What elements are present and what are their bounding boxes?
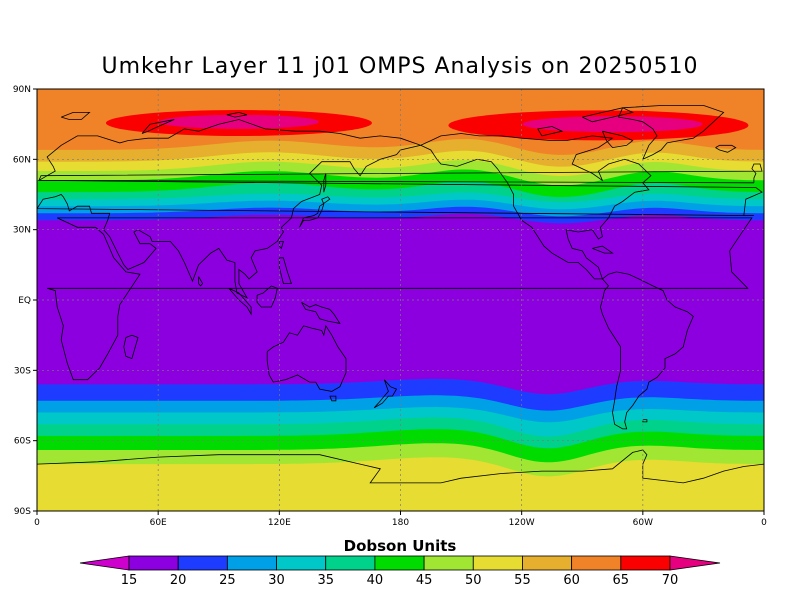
colorbar-label: 35 <box>317 573 334 588</box>
colorbar-label: 20 <box>170 573 187 588</box>
coast-sri-lanka <box>198 276 204 287</box>
coast-new-guinea <box>301 301 341 324</box>
lat-label: 90S <box>14 507 31 517</box>
coast-indonesia <box>228 287 252 316</box>
colorbar: 15 20 25 30 35 40 45 50 55 60 65 70 <box>79 555 721 588</box>
coast-borneo <box>256 285 278 308</box>
lat-label: 90N <box>13 85 31 95</box>
coast-baffin <box>602 130 634 149</box>
coast-south-america <box>599 271 694 430</box>
coastlines <box>37 105 764 484</box>
coast-uk <box>38 163 763 184</box>
lon-label: 0 <box>34 518 40 528</box>
coast-severnaya <box>226 111 248 118</box>
colorbar-label: 15 <box>121 573 138 588</box>
colorbar-label: 45 <box>416 573 433 588</box>
map-title: Umkehr Layer 11 j01 OMPS Analysis on 202… <box>101 54 699 79</box>
coast-philippines <box>278 257 292 284</box>
colorbar-segment <box>226 555 277 571</box>
coast-sakhalin <box>323 173 327 193</box>
coast-madagascar <box>123 334 139 360</box>
coast-new-zealand <box>373 379 398 409</box>
coast-iceland <box>715 144 737 153</box>
colorbar-label: 55 <box>514 573 531 588</box>
lon-label: 60E <box>150 518 167 528</box>
colorbar-segment <box>571 555 622 571</box>
lat-label: 30N <box>13 226 31 236</box>
field-core-east <box>158 114 319 129</box>
coast-eurasia <box>37 119 763 299</box>
coast-ellesmere <box>582 107 634 123</box>
gridlines <box>37 89 764 511</box>
colorbar-segment <box>276 555 327 571</box>
colorbar-segment <box>472 555 523 571</box>
colorbar-segment <box>374 555 425 571</box>
colorbar-segment <box>423 555 474 571</box>
coast-svalbard <box>61 112 91 120</box>
colorbar-label: 40 <box>367 573 384 588</box>
colorbar-segment <box>177 555 228 571</box>
colorbar-label: 60 <box>563 573 580 588</box>
coast-africa <box>46 217 753 381</box>
coast-japan <box>299 196 331 228</box>
colorbar-arrow-low <box>79 555 130 571</box>
coast-cuba <box>592 245 614 254</box>
colorbar-label: 30 <box>268 573 285 588</box>
colorbar-label: 65 <box>613 573 630 588</box>
lat-label: 30S <box>14 366 31 376</box>
lat-label: 60S <box>14 437 31 447</box>
lon-label: 180 <box>392 518 409 528</box>
coast-novaya-zemlya <box>141 119 175 134</box>
colorbar-title: Dobson Units <box>343 537 457 555</box>
colorbar-label: 50 <box>465 573 482 588</box>
lon-label: 120W <box>509 518 535 528</box>
coast-north-america <box>420 133 652 280</box>
colorbar-label: 25 <box>219 573 236 588</box>
lon-label: 120E <box>268 518 291 528</box>
lat-label: EQ <box>18 296 31 306</box>
coast-greenland <box>618 105 725 160</box>
coast-antarctica <box>37 449 764 484</box>
colorbar-segment <box>620 555 671 571</box>
colorbar-segment <box>522 555 573 571</box>
lat-label: 60N <box>13 155 31 165</box>
coast-tasmania <box>329 395 337 402</box>
colorbar-arrow-high <box>669 555 721 571</box>
field-core-west <box>522 116 703 133</box>
coast-australia <box>266 324 347 392</box>
lon-label: 60W <box>633 518 653 528</box>
coast-victoria <box>537 126 564 137</box>
lon-label: 0 <box>761 518 767 528</box>
coast-falklands <box>642 419 648 423</box>
colorbar-segment <box>325 555 376 571</box>
colorbar-segment <box>128 555 179 571</box>
colorbar-label: 70 <box>662 573 679 588</box>
